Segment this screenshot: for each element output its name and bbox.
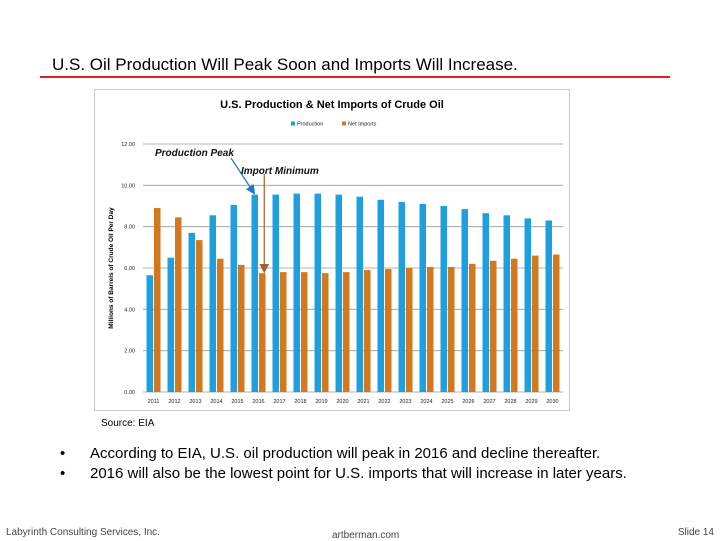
bar-production xyxy=(377,199,384,392)
bar-production xyxy=(440,206,447,392)
bar-production xyxy=(398,201,405,392)
bar-net-imports xyxy=(385,269,392,392)
bar-production xyxy=(356,196,363,392)
bullet-text: 2016 will also be the lowest point for U… xyxy=(90,465,627,482)
x-tick-label: 2029 xyxy=(525,399,537,405)
x-tick-label: 2016 xyxy=(252,399,264,405)
footer-slide-number: Slide 14 xyxy=(677,527,714,538)
footer-company: Labyrinth Consulting Services, Inc. xyxy=(6,527,160,538)
chart-grid xyxy=(143,143,563,393)
bar-net-imports xyxy=(301,272,308,392)
chart-frame: U.S. Production & Net Imports of Crude O… xyxy=(94,89,570,411)
bullet-dot: • xyxy=(60,465,66,482)
bar-production xyxy=(146,275,153,392)
bar-net-imports xyxy=(490,260,497,392)
chart-annotations: Production Peak Import Minimum xyxy=(155,148,319,274)
bar-production xyxy=(314,193,321,392)
y-tick-label: 0.00 xyxy=(124,390,135,396)
x-tick-label: 2011 xyxy=(148,399,160,405)
bar-net-imports xyxy=(553,254,560,392)
x-tick-label: 2024 xyxy=(420,399,432,405)
bar-production xyxy=(545,220,552,392)
bar-production xyxy=(251,194,258,392)
bar-net-imports xyxy=(175,217,182,392)
y-axis-label: Millions of Barrels of Crude Oil Per Day xyxy=(108,207,115,329)
x-tick-label: 2026 xyxy=(462,399,474,405)
x-tick-label: 2025 xyxy=(441,399,453,405)
x-tick-label: 2023 xyxy=(399,399,411,405)
y-tick-label: 12.00 xyxy=(121,142,135,148)
x-tick-label: 2028 xyxy=(504,399,516,405)
chart-source: Source: EIA xyxy=(101,418,155,429)
bullet-text: According to EIA, U.S. oil production wi… xyxy=(90,445,601,462)
bar-net-imports xyxy=(364,270,371,392)
x-tick-label: 2020 xyxy=(336,399,348,405)
bar-chart: U.S. Production & Net Imports of Crude O… xyxy=(108,99,563,405)
bar-production xyxy=(209,215,216,392)
y-tick-label: 10.00 xyxy=(121,183,135,189)
bar-net-imports xyxy=(448,266,455,392)
y-tick-label: 8.00 xyxy=(124,225,135,231)
bar-net-imports xyxy=(259,273,266,392)
annotation-production-peak: Production Peak xyxy=(155,148,234,159)
bar-production xyxy=(482,213,489,392)
x-tick-label: 2027 xyxy=(483,399,495,405)
legend-swatch xyxy=(291,121,295,126)
bar-net-imports xyxy=(280,272,287,392)
footer-website: artberman.com xyxy=(332,530,400,541)
slide-title: U.S. Oil Production Will Peak Soon and I… xyxy=(52,55,518,74)
bar-production xyxy=(419,203,426,392)
x-tick-label: 2015 xyxy=(231,399,243,405)
y-tick-label: 2.00 xyxy=(124,349,135,355)
bar-production xyxy=(188,232,195,392)
bar-production xyxy=(335,194,342,392)
bar-net-imports xyxy=(217,258,224,392)
x-tick-label: 2021 xyxy=(357,399,369,405)
x-tick-label: 2014 xyxy=(210,399,222,405)
x-tick-label: 2030 xyxy=(546,399,558,405)
annotation-import-minimum: Import Minimum xyxy=(241,166,319,177)
y-tick-label: 6.00 xyxy=(124,266,135,272)
bar-net-imports xyxy=(427,266,434,392)
bar-production xyxy=(461,209,468,392)
y-tick-label: 4.00 xyxy=(124,307,135,313)
bullet-dot: • xyxy=(60,445,66,462)
legend-label: Production xyxy=(297,122,323,128)
bar-net-imports xyxy=(406,268,413,392)
bar-production xyxy=(230,204,237,392)
bar-production xyxy=(293,193,300,392)
x-tick-label: 2022 xyxy=(378,399,390,405)
bar-production xyxy=(503,215,510,392)
bar-net-imports xyxy=(196,240,203,392)
x-tick-label: 2019 xyxy=(315,399,327,405)
bar-net-imports xyxy=(154,208,161,392)
chart-title: U.S. Production & Net Imports of Crude O… xyxy=(220,99,444,111)
x-tick-label: 2013 xyxy=(189,399,201,405)
legend-swatch xyxy=(342,121,346,126)
bar-net-imports xyxy=(511,258,518,392)
bar-production xyxy=(524,218,531,392)
bar-production xyxy=(167,257,174,392)
bar-net-imports xyxy=(469,263,476,392)
chart-legend: Production Net Imports xyxy=(291,121,377,128)
legend-label: Net Imports xyxy=(348,122,377,128)
x-tick-label: 2012 xyxy=(168,399,180,405)
bar-net-imports xyxy=(343,272,350,392)
bar-net-imports xyxy=(532,255,539,392)
x-tick-label: 2017 xyxy=(273,399,285,405)
y-axis-ticks: 0.00 2.00 4.00 6.00 8.00 10.00 12.00 xyxy=(121,142,135,396)
bullet-item: • 2016 will also be the lowest point for… xyxy=(60,464,680,484)
bar-net-imports xyxy=(322,273,329,392)
annotation-arrow xyxy=(230,157,256,195)
x-tick-label: 2018 xyxy=(294,399,306,405)
bar-net-imports xyxy=(238,264,245,392)
bar-production xyxy=(272,194,279,392)
chart-bars xyxy=(146,193,560,392)
x-axis-ticks: 2011 2012 2013 2014 2015 2016 2017 2018 2019 2020… xyxy=(148,399,559,405)
bullet-list: • According to EIA, U.S. oil production … xyxy=(60,444,680,484)
bullet-item: • According to EIA, U.S. oil production … xyxy=(60,444,680,464)
title-divider xyxy=(40,76,670,78)
